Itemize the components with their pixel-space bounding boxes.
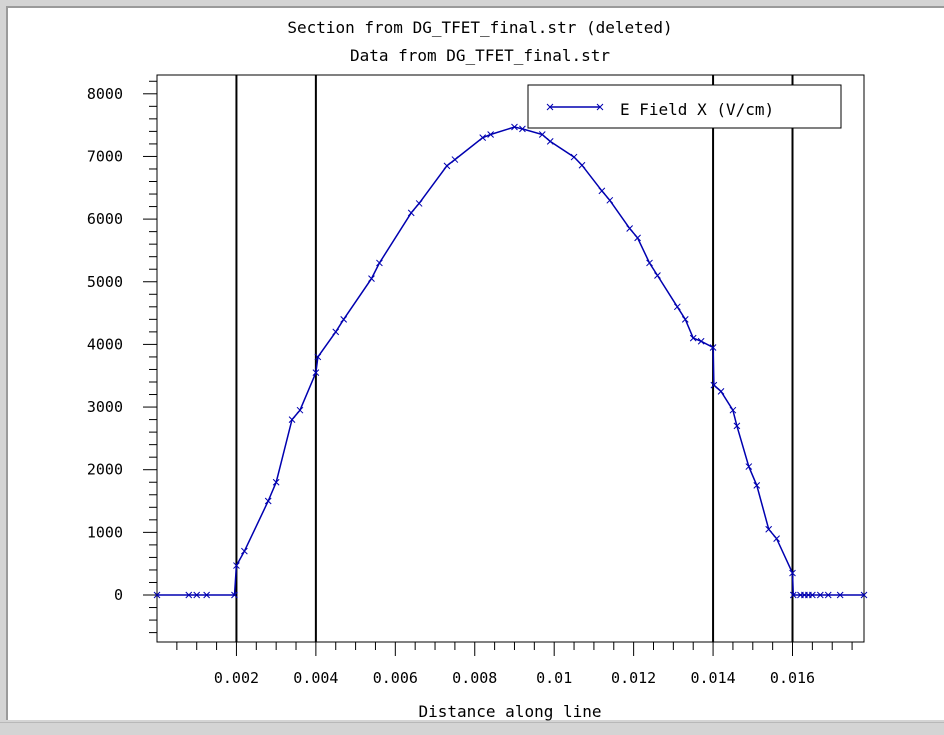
- series-layer: [153, 123, 868, 599]
- axis-ticks: 0 1000 2000 3000 4000 5000 6000 7000 8000 0.002 0.…: [87, 80, 853, 687]
- data-point: [368, 275, 375, 282]
- data-point: [673, 303, 681, 311]
- data-point: [809, 591, 816, 599]
- x-tick-label: 0.016: [770, 669, 815, 687]
- data-point: [288, 416, 296, 423]
- data-point: [538, 131, 546, 138]
- data-point: [231, 591, 238, 599]
- y-tick-label: 3000: [87, 398, 123, 416]
- data-point: [415, 200, 423, 207]
- data-point: [729, 406, 737, 414]
- data-point: [773, 535, 780, 542]
- legend-marker: [596, 103, 604, 111]
- legend: E Field X (V/cm): [527, 84, 842, 129]
- data-point: [314, 353, 322, 361]
- data-point: [264, 497, 272, 505]
- data-point: [710, 381, 718, 389]
- data-point: [765, 525, 773, 533]
- data-point: [789, 569, 796, 577]
- data-point: [203, 591, 211, 599]
- boundary-lines: [235, 75, 794, 642]
- data-point: [241, 547, 248, 555]
- legend-marker: [546, 103, 554, 111]
- data-point: [479, 134, 487, 142]
- y-tick-label: 4000: [87, 335, 123, 353]
- status-strip: [0, 722, 944, 735]
- data-point: [816, 591, 824, 599]
- data-point: [689, 334, 697, 342]
- plot-area: [156, 74, 865, 643]
- x-tick-label: 0.002: [214, 669, 259, 687]
- data-point: [789, 591, 797, 599]
- y-tick-label: 5000: [87, 273, 123, 291]
- data-point: [860, 591, 868, 599]
- data-point: [487, 131, 494, 138]
- y-tick-label: 7000: [87, 147, 123, 165]
- data-point: [153, 591, 161, 599]
- data-point: [654, 272, 661, 279]
- x-axis-label: Distance along line: [418, 702, 601, 721]
- y-tick-label: 6000: [87, 210, 123, 228]
- data-point: [753, 482, 761, 489]
- data-point: [717, 388, 725, 395]
- data-point: [451, 156, 459, 163]
- data-point: [546, 138, 554, 145]
- y-tick-label: 8000: [87, 85, 123, 103]
- data-point: [340, 315, 348, 323]
- data-point: [606, 196, 614, 204]
- x-tick-label: 0.014: [690, 669, 735, 687]
- data-point: [824, 591, 832, 599]
- x-tick-label: 0.01: [536, 669, 572, 687]
- x-tick-label: 0.008: [452, 669, 497, 687]
- x-tick-label: 0.006: [373, 669, 418, 687]
- data-point: [634, 234, 641, 242]
- data-point: [193, 591, 201, 599]
- data-point: [312, 369, 320, 376]
- chart-subtitle: Data from DG_TFET_final.str: [350, 46, 610, 65]
- legend-label: E Field X (V/cm): [620, 100, 774, 119]
- data-point: [578, 161, 586, 169]
- chart-title: Section from DG_TFET_final.str (deleted): [287, 18, 672, 37]
- data-point: [376, 259, 383, 267]
- data-point: [697, 337, 705, 345]
- series-line: [157, 126, 864, 596]
- data-point: [519, 125, 526, 133]
- data-point: [709, 344, 717, 351]
- data-point: [745, 463, 753, 470]
- data-point: [626, 225, 634, 232]
- data-point: [407, 209, 415, 217]
- y-tick-label: 0: [114, 586, 123, 604]
- data-point: [332, 328, 340, 336]
- y-tick-label: 2000: [87, 461, 123, 479]
- data-point: [646, 259, 653, 267]
- data-point: [733, 422, 741, 430]
- data-point: [296, 406, 304, 414]
- x-tick-label: 0.004: [293, 669, 338, 687]
- data-point: [185, 591, 193, 599]
- data-point: [233, 562, 240, 569]
- data-point: [511, 123, 518, 131]
- data-point: [570, 153, 578, 161]
- x-tick-label: 0.012: [611, 669, 656, 687]
- y-tick-label: 1000: [87, 523, 123, 541]
- data-point: [598, 187, 606, 195]
- data-point: [836, 591, 844, 599]
- data-point: [272, 478, 280, 486]
- data-point: [681, 315, 689, 323]
- data-point: [443, 162, 451, 170]
